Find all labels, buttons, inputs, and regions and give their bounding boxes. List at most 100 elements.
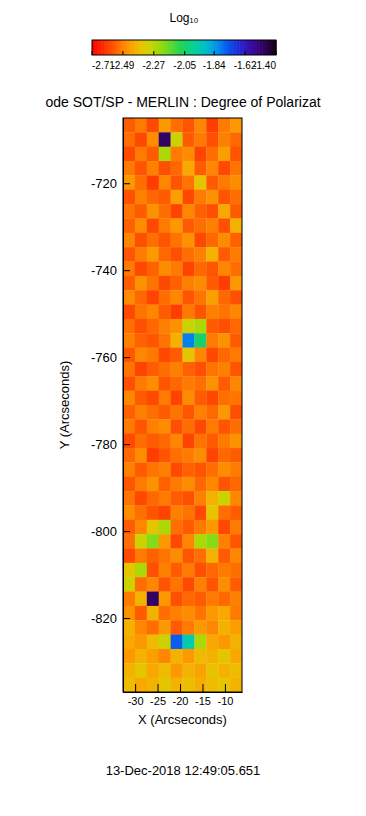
heatmap-cell [183, 204, 195, 219]
x-axis-title: X (Arcseconds) [138, 712, 227, 727]
heatmap-cell [123, 491, 135, 506]
heatmap-cell [159, 419, 171, 434]
heatmap-cell [218, 132, 230, 147]
heatmap-cell [183, 563, 195, 578]
heatmap-cell [135, 376, 147, 391]
heatmap-cell [171, 376, 183, 391]
heatmap-cell [135, 233, 147, 248]
heatmap-cell [194, 305, 206, 320]
heatmap-cell [171, 233, 183, 248]
heatmap-cell [230, 534, 242, 549]
heatmap-cell [206, 147, 218, 162]
heatmap-cell [218, 190, 230, 205]
heatmap-cell [230, 491, 242, 506]
heatmap-cell [123, 649, 135, 664]
heatmap-cell [123, 577, 135, 592]
heatmap-cell [159, 348, 171, 363]
heatmap-cell [135, 175, 147, 190]
heatmap-cell [147, 161, 159, 176]
heatmap-cell [147, 534, 159, 549]
heatmap-cell [171, 448, 183, 463]
heatmap-cell [206, 663, 218, 678]
y-tick-label: -800 [91, 524, 117, 539]
heatmap-cell [230, 233, 242, 248]
heatmap-cell [147, 620, 159, 635]
x-axis-line [124, 692, 243, 693]
heatmap-cell [206, 376, 218, 391]
heatmap-cell [218, 434, 230, 449]
heatmap-cell [159, 319, 171, 334]
heatmap-cell [206, 161, 218, 176]
heatmap-cell [230, 118, 242, 133]
x-tick: -25 [150, 684, 166, 707]
heatmap-cell [194, 348, 206, 363]
y-tick: -800 [91, 524, 130, 539]
heatmap-cell [171, 635, 183, 650]
heatmap-cell [194, 448, 206, 463]
heatmap-cell [206, 606, 218, 621]
y-tick-label: -820 [91, 611, 117, 626]
heatmap-cell [135, 190, 147, 205]
heatmap-cell [183, 477, 195, 492]
heatmap-cell [147, 305, 159, 320]
heatmap-cell [194, 391, 206, 406]
heatmap-cell [194, 620, 206, 635]
heatmap-cell [194, 290, 206, 305]
heatmap-cell [206, 305, 218, 320]
heatmap-cell [218, 635, 230, 650]
heatmap-cell [218, 161, 230, 176]
heatmap-cell [147, 147, 159, 162]
date-annotation: 13-Dec-2018 12:49:05.651 [106, 763, 261, 778]
heatmap-cell [230, 132, 242, 147]
heatmap-cell [159, 391, 171, 406]
heatmap-cell [194, 405, 206, 420]
heatmap-cell [147, 649, 159, 664]
heatmap-cell [171, 290, 183, 305]
heatmap-cell [147, 663, 159, 678]
heatmap-cell [183, 362, 195, 377]
heatmap-cell [123, 276, 135, 291]
heatmap-cell [194, 592, 206, 607]
heatmap-cell [194, 218, 206, 233]
heatmap-cell [159, 175, 171, 190]
heatmap-cell [135, 218, 147, 233]
heatmap-cell [230, 620, 242, 635]
heatmap-cell [206, 132, 218, 147]
heatmap-cell [230, 462, 242, 477]
heatmap-cell [159, 161, 171, 176]
colorbar-title: Log₁₀ [169, 11, 198, 25]
heatmap-cell [123, 391, 135, 406]
heatmap-cell [123, 606, 135, 621]
heatmap-cell [159, 635, 171, 650]
heatmap-cell [183, 247, 195, 262]
heatmap-cell [194, 434, 206, 449]
y-tick: -820 [91, 611, 130, 626]
heatmap-cell [206, 190, 218, 205]
heatmap-cell [135, 305, 147, 320]
heatmap-cell [206, 448, 218, 463]
heatmap-cell [147, 376, 159, 391]
heatmap-cell [183, 592, 195, 607]
heatmap-cell [194, 204, 206, 219]
heatmap-cell [147, 276, 159, 291]
heatmap-cell [194, 477, 206, 492]
x-tick-mark [158, 684, 159, 692]
heatmap-cell [171, 362, 183, 377]
y-tick-mark [123, 270, 130, 271]
heatmap-cell [147, 635, 159, 650]
heatmap-cell [218, 348, 230, 363]
heatmap-cell [230, 577, 242, 592]
heatmap-cell [230, 592, 242, 607]
heatmap-cell [206, 204, 218, 219]
heatmap-cell [159, 147, 171, 162]
heatmap-cell [147, 262, 159, 277]
y-tick-mark [123, 183, 130, 184]
heatmap-cell [147, 319, 159, 334]
heatmap-cell [183, 132, 195, 147]
heatmap-cell [147, 218, 159, 233]
heatmap-cell [183, 233, 195, 248]
heatmap-cell [218, 247, 230, 262]
heatmap-cell [147, 175, 159, 190]
heatmap-cell [218, 534, 230, 549]
heatmap-cell [194, 520, 206, 535]
